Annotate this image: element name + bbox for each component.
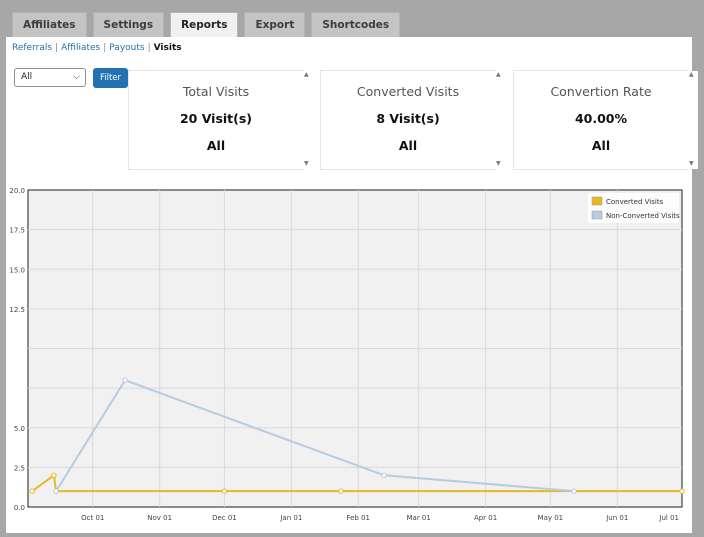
subnav-referrals[interactable]: Referrals <box>12 43 53 53</box>
data-point <box>221 488 228 494</box>
y-tick-label: 5.0 <box>14 425 25 433</box>
subnav-visits-current: Visits <box>153 43 182 53</box>
subnav-separator: | <box>147 43 151 53</box>
subnav-separator: | <box>55 43 59 53</box>
tab-settings[interactable]: Settings <box>92 12 165 37</box>
data-point <box>53 488 59 494</box>
x-tick-label: Dec 01 <box>212 514 237 522</box>
tab-affiliates[interactable]: Affiliates <box>12 12 87 37</box>
data-point <box>571 488 577 494</box>
select-value: All <box>21 72 33 82</box>
total-visits-card: Total Visits 20 Visit(s) All ▲ ▼ <box>128 70 313 170</box>
tab-shortcodes[interactable]: Shortcodes <box>311 12 401 37</box>
card-scope: All <box>591 138 611 153</box>
scroll-up-icon[interactable]: ▲ <box>689 71 694 78</box>
legend-swatch <box>591 210 603 220</box>
report-subnav: Referrals | Affiliates | Payouts | Visits <box>12 43 182 53</box>
x-tick-label: Nov 01 <box>147 514 172 522</box>
x-tick-label: Jul 01 <box>658 514 679 522</box>
y-tick-label: 12.5 <box>9 306 25 314</box>
scroll-up-icon[interactable]: ▲ <box>304 71 309 78</box>
card-value: 8 Visit(s) <box>376 111 440 126</box>
legend-swatch <box>591 196 603 206</box>
x-tick-label: Jan 01 <box>279 514 302 522</box>
y-tick-label: 15.0 <box>9 266 25 274</box>
x-tick-label: May 01 <box>538 514 564 522</box>
tab-reports[interactable]: Reports <box>170 12 239 38</box>
card-scope: All <box>398 138 418 153</box>
data-point <box>29 488 36 494</box>
y-tick-label: 20.0 <box>9 187 25 195</box>
converted-visits-card: Converted Visits 8 Visit(s) All ▲ ▼ <box>320 70 505 170</box>
filter-button[interactable]: Filter <box>93 68 128 88</box>
data-point <box>51 472 57 478</box>
data-point <box>338 488 344 494</box>
card-title: Total Visits <box>182 84 250 99</box>
card-scrollbar[interactable]: ▲ ▼ <box>495 71 505 169</box>
tab-bar: Affiliates Settings Reports Export Short… <box>12 12 401 38</box>
chart-legend <box>588 193 679 223</box>
card-scrollbar[interactable]: ▲ ▼ <box>303 71 313 169</box>
scroll-up-icon[interactable]: ▲ <box>496 71 501 78</box>
y-tick-label: 0.0 <box>14 504 25 512</box>
visits-chart: Oct 01 Nov 01 Dec 01 Jan 01 Feb 01 Mar 01 Apr … <box>6 187 692 533</box>
affiliate-filter-select[interactable]: All ⌵ <box>14 68 86 87</box>
y-tick-label: 2.5 <box>14 464 25 472</box>
conversion-rate-card: Convertion Rate 40.00% All ▲ ▼ <box>513 70 698 170</box>
subnav-affiliates[interactable]: Affiliates <box>61 43 101 53</box>
data-point <box>381 472 387 478</box>
card-value: 40.00% <box>574 111 628 126</box>
card-scope: All <box>206 138 226 153</box>
reports-panel: Referrals | Affiliates | Payouts | Visits All … <box>6 37 698 533</box>
card-title: Convertion Rate <box>550 84 652 99</box>
scroll-down-icon[interactable]: ▼ <box>304 160 309 167</box>
card-title: Converted Visits <box>356 84 460 99</box>
x-tick-label: Mar 01 <box>407 514 431 522</box>
x-tick-label: Apr 01 <box>474 514 497 522</box>
scroll-down-icon[interactable]: ▼ <box>496 160 501 167</box>
data-point <box>679 488 685 494</box>
series-line <box>31 473 682 493</box>
card-scrollbar[interactable]: ▲ ▼ <box>688 71 698 169</box>
tab-export[interactable]: Export <box>244 12 306 37</box>
card-value: 20 Visit(s) <box>179 111 253 126</box>
scroll-down-icon[interactable]: ▼ <box>689 160 694 167</box>
x-tick-label: Jun 01 <box>605 514 628 522</box>
legend-label: Non-Converted Visits <box>606 212 680 220</box>
data-point <box>122 377 128 383</box>
subnav-payouts[interactable]: Payouts <box>109 43 145 53</box>
legend-label: Converted Visits <box>606 198 664 206</box>
x-tick-label: Oct 01 <box>81 514 104 522</box>
subnav-separator: | <box>103 43 107 53</box>
series-line <box>55 378 575 493</box>
chevron-down-icon: ⌵ <box>73 72 80 82</box>
x-tick-label: Feb 01 <box>346 514 370 522</box>
visits-line-chart: Oct 01 Nov 01 Dec 01 Jan 01 Feb 01 Mar 01 Apr … <box>9 187 685 522</box>
y-tick-label: 17.5 <box>9 227 25 235</box>
